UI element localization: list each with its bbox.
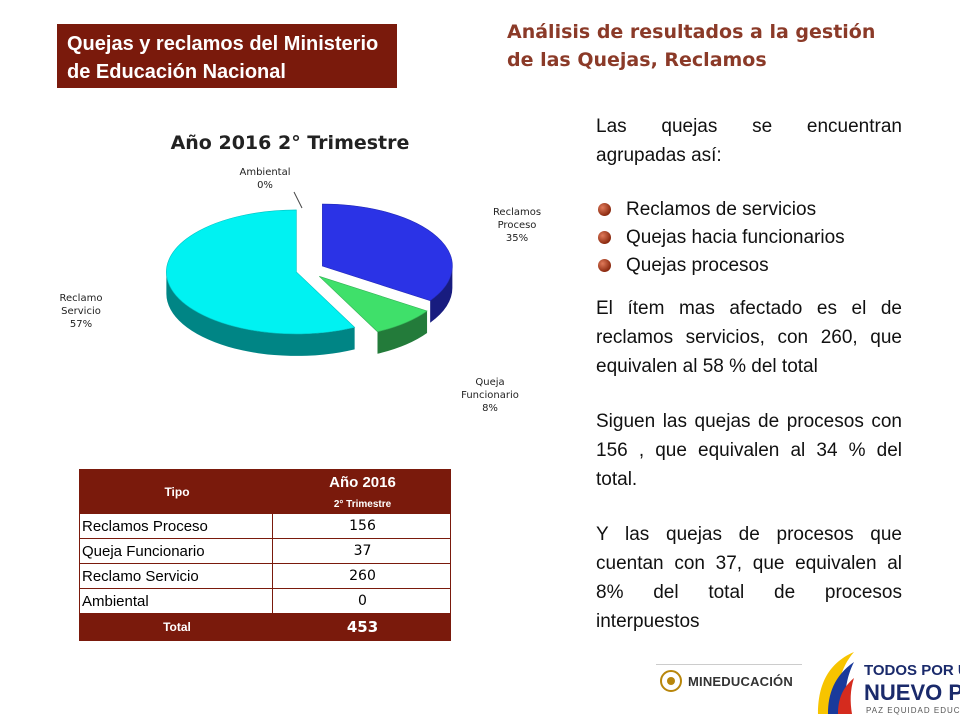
col-tipo-header: Tipo [79,469,273,514]
paragraph-servicios: El ítem mas afectado es el de reclamos s… [596,298,902,377]
bullet-icon [598,203,611,216]
row-valor: 0 [272,588,451,614]
row-valor: 37 [272,538,451,564]
logo-divider [656,664,802,665]
total-label: Total [79,613,273,641]
pie-slice-side [430,266,453,323]
pie-slice [319,276,428,333]
total-row: Total 453 [79,613,451,641]
list-item: Quejas hacia funcionarios [596,224,902,252]
leader-line [293,191,303,209]
mineducacion-logo: MINEDUCACIÓN [660,668,800,694]
section-heading: Análisis de resultados a la gestión de l… [507,21,876,71]
label-reclamos-proceso: Reclamos Proceso 35% [492,207,542,244]
bullet-icon [598,259,611,272]
row-tipo: Ambiental [79,588,273,614]
row-tipo: Reclamos Proceso [79,513,273,539]
label-queja-funcionario: Queja Funcionario 8% [461,377,519,414]
colombia-seal-icon [660,670,682,692]
pie-chart: Año 2016 2° Trimestre Ambiental 0% Recla… [40,120,560,440]
paragraph-funcionarios: Y las quejas de procesos que cuentan con… [596,524,902,632]
row-valor: 260 [272,563,451,589]
pie-slice [166,209,356,335]
col-year-header: Año 2016 [272,469,451,495]
table-row: Reclamo Servicio 260 [79,563,451,589]
chart-title: Año 2016 2° Trimestre [170,132,410,154]
table-row: Ambiental 0 [79,588,451,614]
table-row: Reclamos Proceso 156 [79,513,451,539]
paragraph-procesos: Siguen las quejas de procesos con 156 , … [596,411,902,490]
flag-ribbon-icon [818,652,854,714]
total-value: 453 [272,613,451,641]
list-item: Reclamos de servicios [596,196,902,224]
row-tipo: Reclamo Servicio [79,563,273,589]
row-valor: 156 [272,513,451,539]
analysis-text: Las quejas se encuentran agrupadas así: … [596,112,902,636]
intro-paragraph: Las quejas se encuentran agrupadas así: [596,116,902,166]
pie-slice [322,203,453,302]
pie-slice-side [377,310,428,354]
col-quarter-header: 2° Trimestre [272,494,451,514]
category-list: Reclamos de servicios Quejas hacia funci… [596,196,902,280]
pie-slice-side [166,271,355,356]
bullet-icon [598,231,611,244]
presentation-title: Quejas y reclamos del Ministerio de Educ… [57,24,397,88]
todos-por-un-nuevo-pais-logo: TODOS POR UN NUEVO PAÍS PAZ EQUIDAD EDUC… [814,648,960,718]
label-reclamo-servicio: Reclamo Servicio 57% [59,293,103,330]
row-tipo: Queja Funcionario [79,538,273,564]
table-row: Queja Funcionario 37 [79,538,451,564]
data-table: Tipo Año 2016 2° Trimestre Reclamos Proc… [79,469,451,641]
list-item: Quejas procesos [596,252,902,280]
pie-chart-svg [166,191,453,356]
label-ambiental: Ambiental 0% [239,167,291,191]
